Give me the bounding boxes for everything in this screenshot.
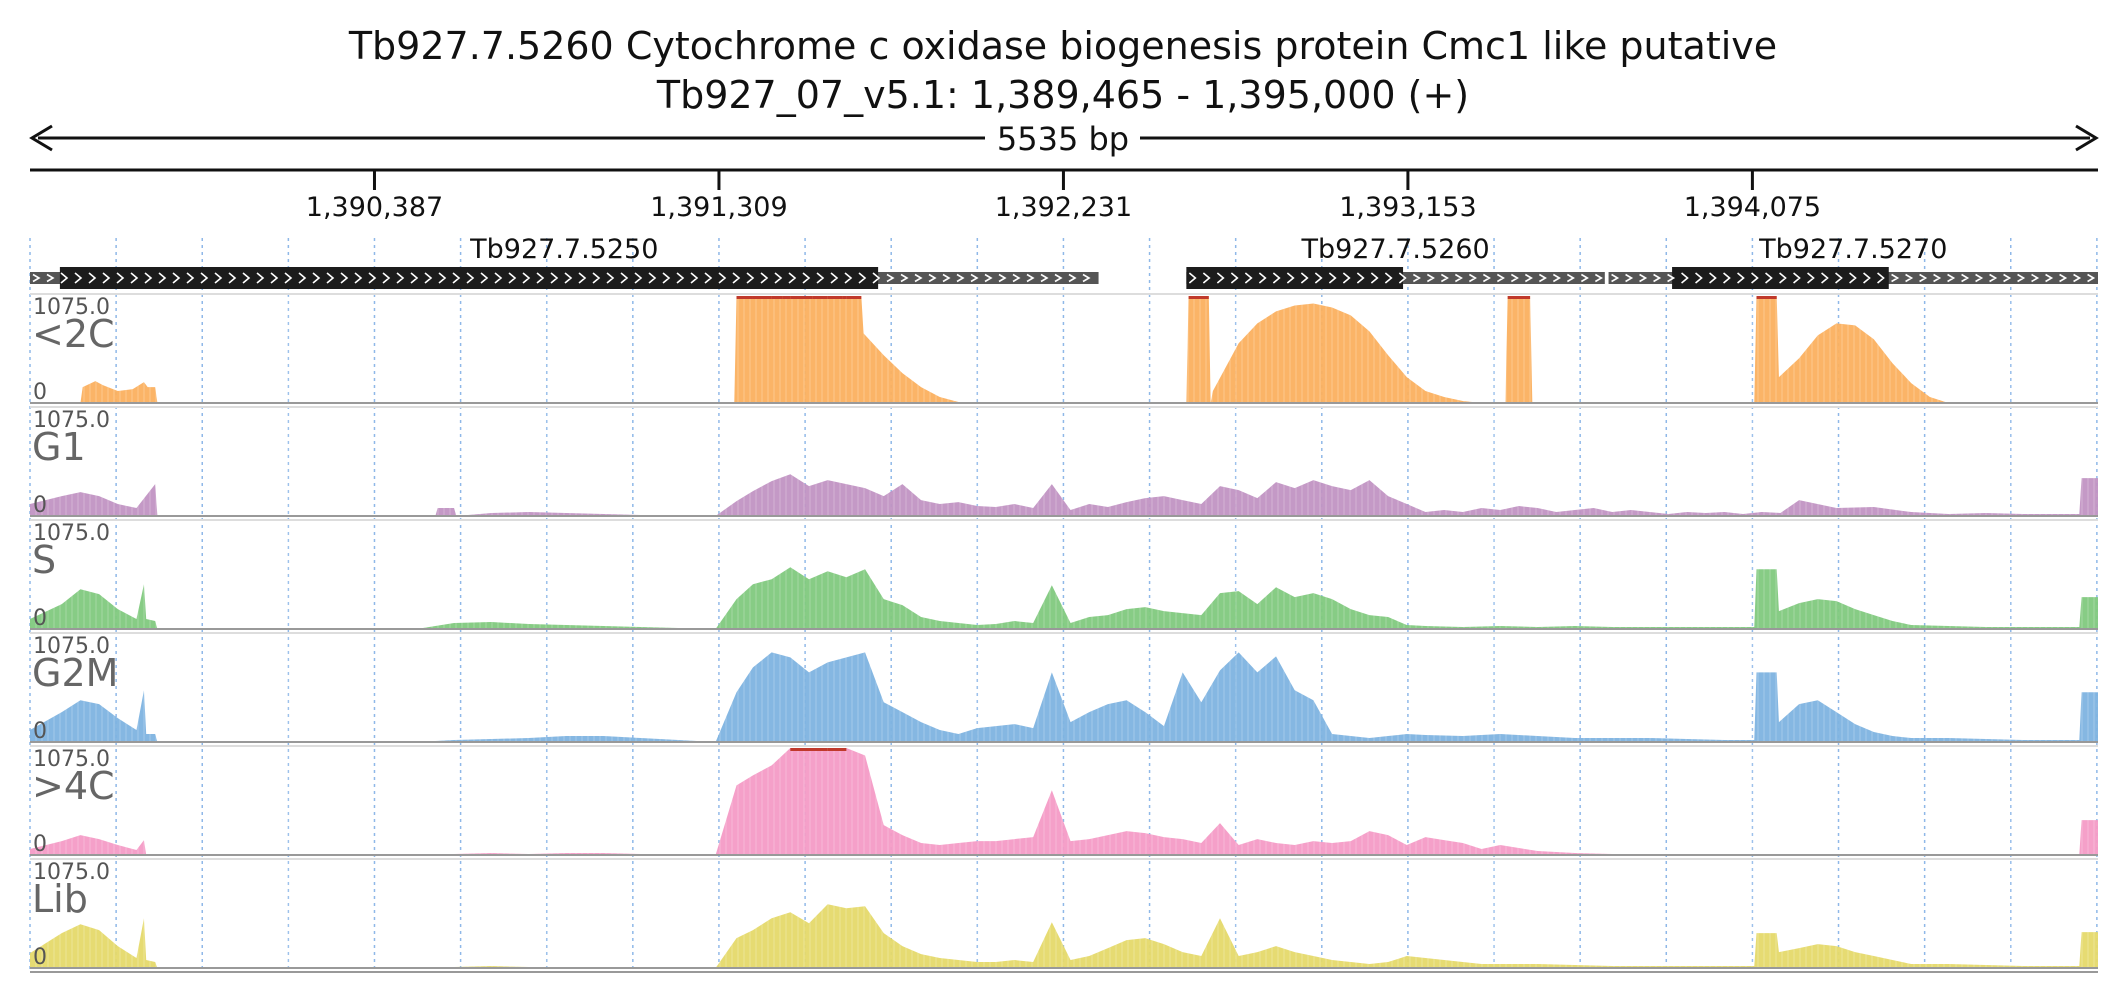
coverage-track: 1075.0 0 G1 <box>30 406 2098 518</box>
coverage-area <box>30 474 2098 516</box>
track-max-label: 1075.0 <box>33 634 110 659</box>
ruler-tick-label: 1,392,231 <box>995 192 1132 223</box>
coverage-track: 1075.0 0 Lib <box>30 858 2098 970</box>
clipped-marker <box>827 296 843 299</box>
coverage-track: 1075.0 0 S <box>30 519 2098 631</box>
coverage-area <box>30 567 2098 629</box>
track-name: S <box>32 538 56 582</box>
clipped-marker <box>812 296 828 299</box>
track-name: <2C <box>32 312 115 356</box>
coverage-track: 1075.0 0 G2M <box>30 632 2098 744</box>
track-min-label: 0 <box>33 380 47 405</box>
coverage-area <box>30 296 2098 403</box>
track-min-label: 0 <box>33 832 47 857</box>
coverage-area <box>30 652 2098 742</box>
span-arrow-left-icon <box>29 124 53 152</box>
track-name: >4C <box>32 764 115 808</box>
coverage-bins <box>35 409 2095 516</box>
bin-lines <box>35 522 2095 629</box>
chart-subtitle: Tb927_07_v5.1: 1,389,465 - 1,395,000 (+) <box>656 73 1469 117</box>
strand-chevron-icon <box>1611 272 2096 284</box>
ruler-tick-label: 1,393,153 <box>1339 192 1476 223</box>
clipped-marker <box>736 296 753 299</box>
gene-label: Tb927.7.5250 <box>469 234 658 265</box>
track-name: G2M <box>32 651 118 695</box>
gene-cds <box>1672 267 1889 289</box>
clipped-marker <box>827 748 847 751</box>
span-label: 5535 bp <box>997 120 1129 158</box>
coverage-track: 1075.0 0 <2C <box>30 293 2098 405</box>
ruler-tick-label: 1,394,075 <box>1684 192 1821 223</box>
ruler-ticks: 1,390,387 1,391,309 1,392,231 1,393,153 1,39… <box>306 170 1821 223</box>
strand-chevron-icon <box>32 272 1091 284</box>
track-max-label: 1075.0 <box>33 295 110 320</box>
ruler-tick-label: 1,391,309 <box>650 192 787 223</box>
coverage-bins <box>35 861 2095 968</box>
coverage-bins <box>35 748 2095 855</box>
bin-lines <box>35 296 2095 403</box>
clipped-marker <box>771 296 783 299</box>
track-min-label: 0 <box>33 945 47 970</box>
track-max-label: 1075.0 <box>33 747 110 772</box>
gene-cds <box>1186 267 1404 289</box>
clipped-marker <box>846 296 862 299</box>
track-min-label: 0 <box>33 606 47 631</box>
strand-chevron-icon <box>1188 272 1603 284</box>
clipped-marker <box>1188 296 1209 299</box>
gene-label: Tb927.7.5260 <box>1300 234 1489 265</box>
clipped-marker <box>1756 296 1777 299</box>
ruler-tick-label: 1,390,387 <box>306 192 443 223</box>
track-name: Lib <box>32 877 88 921</box>
coverage-bins <box>35 296 2095 403</box>
span-arrow-right-icon <box>2075 124 2099 152</box>
track-max-label: 1075.0 <box>33 408 110 433</box>
gene-track: Tb927.7.5250 Tb927.7.5260 Tb927.7.5270 <box>30 234 2098 289</box>
coverage-track: 1075.0 0 >4C <box>30 745 2098 857</box>
track-max-label: 1075.0 <box>33 521 110 546</box>
clipped-marker <box>782 296 791 299</box>
clipped-marker <box>752 296 772 299</box>
clipped-marker <box>790 296 813 299</box>
clipped-marker <box>809 748 828 751</box>
bin-lines <box>35 748 2095 855</box>
coverage-bins <box>35 635 2095 742</box>
clipped-marker <box>842 296 847 299</box>
coverage-area <box>30 904 2098 968</box>
clipped-marker <box>1507 296 1531 299</box>
bin-lines <box>35 635 2095 742</box>
track-name: G1 <box>32 425 86 469</box>
coverage-tracks: 1075.00<2C1075.00G11075.00S1075.00G2M107… <box>30 293 2098 973</box>
coverage-area <box>30 748 2098 855</box>
bin-lines <box>35 409 2095 516</box>
track-min-label: 0 <box>33 719 47 744</box>
grid-lines <box>29 238 2098 972</box>
gene-label: Tb927.7.5270 <box>1758 234 1947 265</box>
bin-lines <box>35 861 2095 968</box>
clipped-marker <box>790 748 810 751</box>
track-min-label: 0 <box>33 493 47 518</box>
chart-title: Tb927.7.5260 Cytochrome c oxidase biogen… <box>348 24 1777 68</box>
gene-cds <box>59 267 879 289</box>
coverage-bins <box>35 522 2095 629</box>
track-max-label: 1075.0 <box>33 860 110 885</box>
